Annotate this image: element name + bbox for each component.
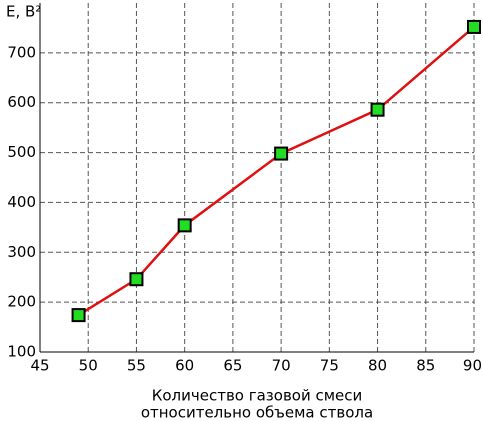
marker	[274, 146, 289, 161]
y-tick-label: 300	[7, 243, 36, 261]
y-tick-label: 700	[7, 43, 36, 61]
x-axis-label: относительно объема ствола	[141, 404, 373, 421]
x-tick-label: 55	[127, 357, 146, 375]
x-tick-label: 45	[30, 357, 49, 375]
y-tick-label: 100	[7, 343, 36, 361]
x-tick-label: 50	[79, 357, 98, 375]
x-tick-label: 60	[175, 357, 194, 375]
y-tick-label: 200	[7, 293, 36, 311]
x-tick-label: 70	[272, 357, 291, 375]
x-tick-label: 80	[368, 357, 387, 375]
marker	[129, 272, 144, 287]
x-tick-label: 75	[320, 357, 339, 375]
y-tick-label: 600	[7, 93, 36, 111]
marker	[467, 19, 481, 34]
marker	[177, 218, 192, 233]
x-axis-label: Количество газовой смеси	[152, 387, 363, 405]
line	[77, 25, 475, 317]
y-axis-label: E, В²	[6, 3, 41, 21]
marker	[71, 308, 86, 323]
x-tick-label: 90	[463, 357, 482, 375]
y-tick-label: 400	[7, 193, 36, 211]
x-tick-label: 65	[223, 357, 242, 375]
x-tick-label: 85	[416, 357, 435, 375]
marker	[370, 102, 385, 117]
y-tick-label: 500	[7, 143, 36, 161]
